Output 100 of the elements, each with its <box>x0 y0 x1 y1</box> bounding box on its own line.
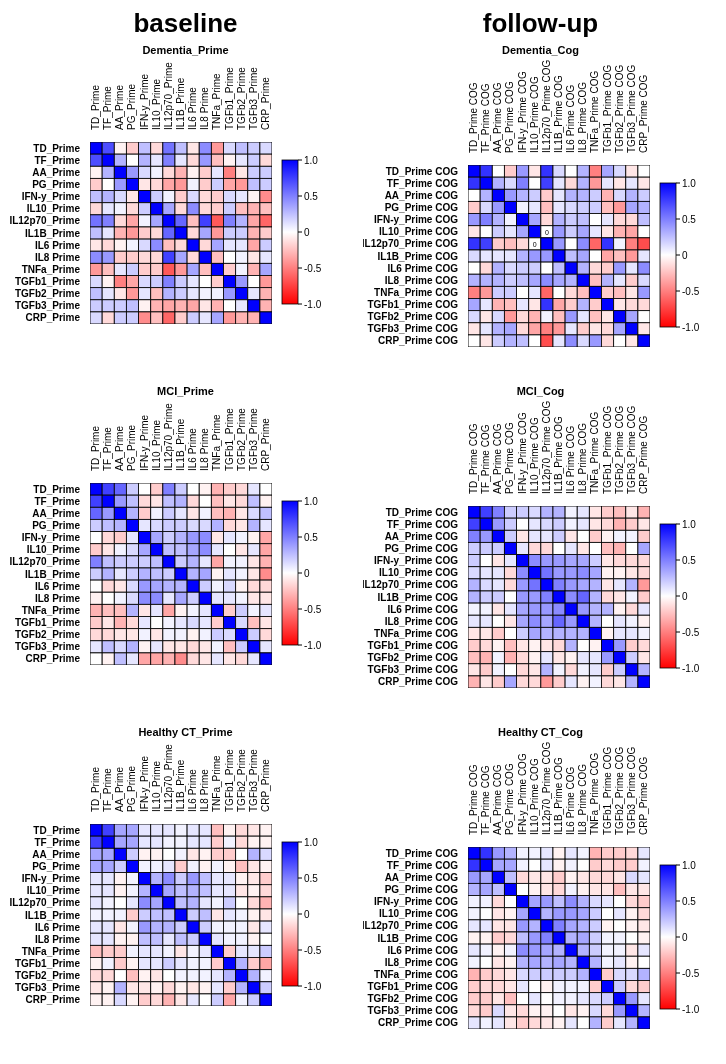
y-tick-label: CRP_Prime COG <box>377 676 459 688</box>
y-tick-label: IL8_Prime COG <box>384 956 459 968</box>
x-tick-label: TGFb2_Prime COG <box>613 746 625 835</box>
color-bar-label: -0.5 <box>682 285 700 297</box>
x-tick-label: CRP_Prime COG <box>637 415 649 494</box>
y-tick-label: IL1B_Prime <box>24 568 81 580</box>
x-tick-label: IL1B_Prime <box>175 77 186 130</box>
x-tick-label: TNFa_Prime <box>211 413 223 471</box>
y-tick-label: PG_Prime COG <box>384 542 459 554</box>
y-tick-label: TGFb1_Prime COG <box>367 640 459 652</box>
x-tick-label: IL1B_Prime COG <box>553 415 564 494</box>
chart-title: Dementia_Cog <box>501 44 580 58</box>
y-tick-label: IL10_Prime <box>26 885 81 897</box>
color-bar-label: 0 <box>682 931 688 943</box>
color-bar-label: -0.5 <box>304 262 322 274</box>
y-tick-label: IL6 Prime COG <box>387 944 459 956</box>
y-tick-label: PG_Prime COG <box>384 201 459 213</box>
y-tick-label: IL12p70_Prime COG <box>361 920 459 932</box>
color-bar-label: 0 <box>304 567 310 579</box>
x-tick-label: IL10_Prime <box>150 78 162 130</box>
y-tick-label: IL6 Prime <box>34 239 81 251</box>
x-tick-label: IL10_Prime COG <box>528 758 540 835</box>
x-tick-label: TNFa_Prime <box>211 754 223 812</box>
y-tick-label: IL12p70_Prime <box>9 897 81 909</box>
chart-title: Healthy CT_Cog <box>497 726 584 740</box>
y-tick-label: IL12p70_Prime <box>9 215 81 227</box>
x-tick-label: AA_Prime <box>114 84 126 130</box>
x-tick-label: IL6 Prime <box>187 427 199 471</box>
color-bar-label: 0.5 <box>682 554 697 566</box>
x-tick-label: IL12p70_Prime COG <box>540 59 552 153</box>
x-tick-label: TGFb1_Prime COG <box>601 64 613 153</box>
x-tick-label: TGFb3_Prime <box>247 748 259 812</box>
x-tick-label: PG_Prime <box>126 424 138 471</box>
text: baseline <box>133 8 238 38</box>
x-tick-label: IL6 Prime COG <box>565 766 577 835</box>
x-tick-label: TGFb2_Prime <box>235 748 247 812</box>
y-tick-label: TF_Prime COG <box>386 518 459 530</box>
x-tick-label: IL10_Prime <box>150 419 162 471</box>
x-tick-label: IL6 Prime COG <box>565 84 577 153</box>
color-bar-label: 0.5 <box>304 872 319 884</box>
y-tick-label: TF_Prime <box>34 154 81 166</box>
x-tick-label: IL8 Prime <box>199 427 211 471</box>
y-tick-label: CRP_Prime <box>25 312 81 324</box>
y-tick-label: CRP_Prime <box>25 653 81 665</box>
y-tick-label: IL10_Prime COG <box>379 567 459 579</box>
y-tick-label: IL6 Prime COG <box>387 603 459 615</box>
y-tick-label: TNFa_Prime COG <box>374 627 459 639</box>
color-bar-label: 0.5 <box>304 190 319 202</box>
x-tick-label: AA_Prime COG <box>492 82 504 153</box>
y-tick-label: IL8 Prime <box>34 251 81 263</box>
color-bar-label: 1.0 <box>304 836 319 848</box>
y-tick-label: CRP_Prime COG <box>377 335 459 347</box>
x-tick-label: TGFb3_Prime COG <box>625 746 637 835</box>
x-tick-label: IL10_Prime COG <box>528 76 540 153</box>
x-tick-label: IFN-y_Prime COG <box>516 71 528 153</box>
x-tick-label: TGFb2_Prime COG <box>613 64 625 153</box>
y-tick-label: TGFb3_Prime COG <box>367 664 459 676</box>
color-bar-label: -0.5 <box>304 944 322 956</box>
y-tick-label: AA_Prime COG <box>384 871 459 883</box>
y-tick-label: IFN-y_Prime <box>21 191 81 203</box>
x-tick-label: CRP_Prime <box>259 417 271 471</box>
x-tick-label: IL12p70_Prime <box>162 743 174 812</box>
y-tick-label: TF_Prime <box>34 836 81 848</box>
y-tick-label: IL12p70_Prime COG <box>361 579 459 591</box>
y-tick-label: IL1B_Prime COG <box>377 250 459 262</box>
y-tick-label: IL12p70_Prime COG <box>361 238 459 250</box>
color-bar-label: 0 <box>304 908 310 920</box>
x-tick-label: IL8_Prime COG <box>577 763 589 835</box>
x-tick-label: IL8_Prime COG <box>577 422 589 494</box>
color-bar-label: 0 <box>304 226 310 238</box>
x-tick-label: AA_Prime <box>114 425 126 471</box>
x-tick-label: IL1B_Prime COG <box>553 756 564 835</box>
y-tick-label: CRP_Prime COG <box>377 1017 459 1029</box>
y-tick-label: TGFb2_Prime <box>14 629 81 641</box>
y-tick-label: IL1B_Prime <box>24 227 81 239</box>
chart-title: MCI_Prime <box>156 385 215 399</box>
x-tick-label: IL12p70_Prime <box>162 402 174 471</box>
x-tick-label: IL10_Prime <box>150 760 162 812</box>
x-tick-label: AA_Prime COG <box>492 764 504 835</box>
x-tick-label: TNFa_Prime <box>211 72 223 130</box>
x-tick-label: AA_Prime COG <box>492 423 504 494</box>
y-tick-label: PG_Prime <box>32 178 81 190</box>
color-bar-label: -1.0 <box>682 662 700 674</box>
x-tick-label: TGFb1_Prime COG <box>601 405 613 494</box>
x-tick-label: TGFb1_Prime <box>223 66 235 130</box>
y-tick-label: TGFb1_Prime COG <box>367 981 459 993</box>
y-tick-label: IL10_Prime COG <box>379 908 459 920</box>
color-bar-label: -0.5 <box>682 626 700 638</box>
y-tick-label: PG_Prime <box>32 519 81 531</box>
y-tick-label: TD_Prime COG <box>385 847 459 859</box>
x-tick-label: TGFb3_Prime <box>247 407 259 471</box>
y-tick-label: IFN-y_Prime <box>21 873 81 885</box>
x-tick-label: PG_Prime COG <box>504 763 516 835</box>
color-bar-label: 1.0 <box>304 495 319 507</box>
x-tick-label: TNFa_Prime COG <box>589 411 601 494</box>
color-bar-label: 1.0 <box>682 859 697 871</box>
x-tick-label: IL12p70_Prime <box>162 61 174 130</box>
y-tick-label: AA_Prime <box>32 166 81 178</box>
y-tick-label: TGFb1_Prime COG <box>367 299 459 311</box>
x-tick-label: IL1B_Prime <box>175 759 186 812</box>
